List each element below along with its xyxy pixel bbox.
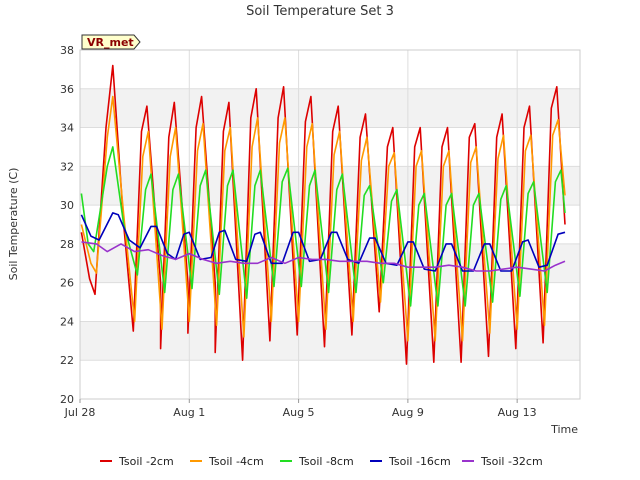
legend-item-2: Tsoil -8cm [280, 455, 354, 468]
legend-label: Tsoil -32cm [480, 455, 543, 468]
legend: Tsoil -2cm Tsoil -4cm Tsoil -8cm Tsoil -16c… [100, 455, 543, 468]
chart-title: Soil Temperature Set 3 [246, 4, 394, 19]
x-tick-label: Aug 5 [283, 406, 315, 419]
x-tick-label: Aug 9 [392, 406, 424, 419]
plot-band [80, 50, 580, 89]
site-badge: VR_met [81, 34, 141, 50]
plot-band [80, 321, 580, 361]
legend-item-1: Tsoil -4cm [190, 455, 264, 468]
series-line-2 [80, 146, 566, 307]
y-tick-label: 34 [60, 122, 74, 135]
series-line-4 [81, 241, 566, 272]
legend-label: Tsoil -16cm [388, 455, 451, 468]
legend-label: Tsoil -2cm [118, 455, 174, 468]
y-tick-label: 26 [60, 277, 74, 290]
y-tick-label: 30 [60, 199, 74, 212]
y-tick-label: 22 [60, 354, 74, 367]
x-axis-ticks: Jul 28 Aug 1 Aug 5 Aug 9 Aug 13 [64, 399, 537, 419]
y-axis-label: Soil Temperature (C) [7, 168, 20, 281]
y-tick-label: 28 [60, 238, 74, 251]
y-tick-label: 20 [60, 393, 74, 406]
legend-item-4: Tsoil -32cm [462, 455, 543, 468]
legend-label: Tsoil -8cm [298, 455, 354, 468]
x-tick-label: Aug 13 [498, 406, 537, 419]
legend-label: Tsoil -4cm [208, 455, 264, 468]
plot-band [80, 88, 580, 128]
plot-frame [79, 49, 581, 400]
y-tick-label: 38 [60, 44, 74, 57]
x-axis-label: Time [550, 423, 578, 436]
y-tick-label: 36 [60, 83, 74, 96]
legend-item-3: Tsoil -16cm [370, 455, 451, 468]
series-line-1 [80, 95, 566, 342]
legend-item-0: Tsoil -2cm [100, 455, 174, 468]
x-tick-label: Aug 1 [173, 406, 205, 419]
plot-band [80, 360, 580, 399]
y-tick-label: 32 [60, 160, 74, 173]
y-tick-label: 24 [60, 315, 74, 328]
series-lines [80, 64, 566, 365]
site-badge-label: VR_met [87, 36, 134, 49]
x-tick-label: Jul 28 [64, 406, 96, 419]
plot-band [80, 282, 580, 322]
y-axis-ticks: 20 22 24 26 28 30 32 34 36 38 [60, 44, 74, 406]
